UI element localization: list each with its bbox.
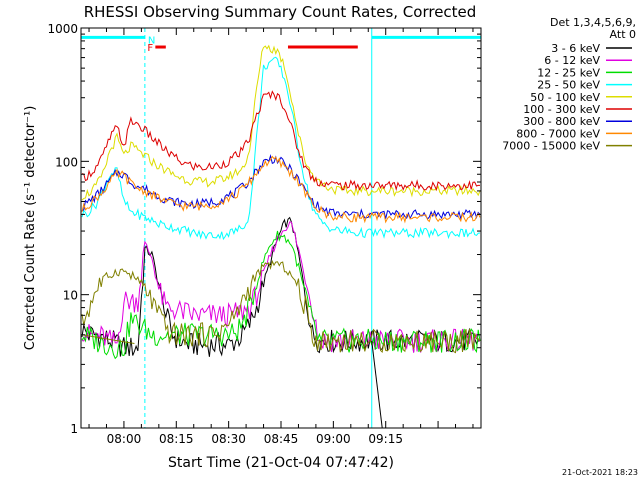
axis-ticks: 08:00 08:15 08:30 08:45 09:00 09:15 1 10 100 1000 <box>47 22 481 446</box>
x-tick-label: 09:15 <box>368 432 403 446</box>
series-line-100-300-kev <box>81 90 480 192</box>
legend-label-3-6-kev: 3 - 6 keV <box>551 42 600 55</box>
series-line-7000-15000-kev <box>81 259 481 354</box>
legend-label-300-800-kev: 300 - 800 keV <box>523 115 600 128</box>
series-line-800-7000-kev <box>81 155 481 224</box>
y-tick-label: 100 <box>55 155 78 169</box>
series-line-300-800-kev <box>81 154 481 221</box>
y-tick-label: 1 <box>70 422 78 436</box>
series-line-6-12-kev <box>81 221 481 353</box>
x-tick-label: 08:45 <box>264 432 299 446</box>
series-dropout-7000-15000-kev <box>81 334 135 345</box>
x-tick-label: 08:00 <box>107 432 142 446</box>
plot-content: NF <box>81 28 481 428</box>
footer-date: 21-Oct-2021 18:23 <box>562 468 638 477</box>
series-line-12-25-kev <box>81 230 481 360</box>
legend-label-6-12-kev: 6 - 12 keV <box>544 54 600 67</box>
legend-label-12-25-kev: 12 - 25 keV <box>537 66 600 79</box>
x-tick-label: 09:00 <box>316 432 351 446</box>
x-tick-label: 08:30 <box>211 432 246 446</box>
legend-label-800-7000-kev: 800 - 7000 keV <box>516 127 600 140</box>
y-tick-label: 1000 <box>47 22 78 36</box>
flare-marker: F <box>147 43 153 54</box>
legend-label-50-100-kev: 50 - 100 keV <box>530 91 600 104</box>
series-line-25-50-kev <box>81 56 481 241</box>
night-marker: N <box>148 35 155 46</box>
x-tick-label: 08:15 <box>159 432 194 446</box>
series-dropout-3-6-kev <box>371 340 383 428</box>
chart-title: RHESSI Observing Summary Count Rates, Co… <box>84 3 477 21</box>
y-tick-label: 10 <box>63 289 78 303</box>
legend-label-7000-15000-kev: 7000 - 15000 keV <box>502 140 600 153</box>
legend-label-100-300-kev: 100 - 300 keV <box>523 103 600 116</box>
series-line-50-100-kev <box>81 44 481 201</box>
plot-area <box>81 28 481 428</box>
legend-label-25-50-kev: 25 - 50 keV <box>537 79 600 92</box>
y-axis-label: Corrected Count Rate (s⁻¹ detector⁻¹) <box>23 106 38 351</box>
x-axis-label: Start Time (21-Oct-04 07:47:42) <box>168 455 394 471</box>
legend-header: Att 0 <box>610 28 636 41</box>
legend-header: Det 1,3,4,5,6,9, <box>550 16 636 29</box>
